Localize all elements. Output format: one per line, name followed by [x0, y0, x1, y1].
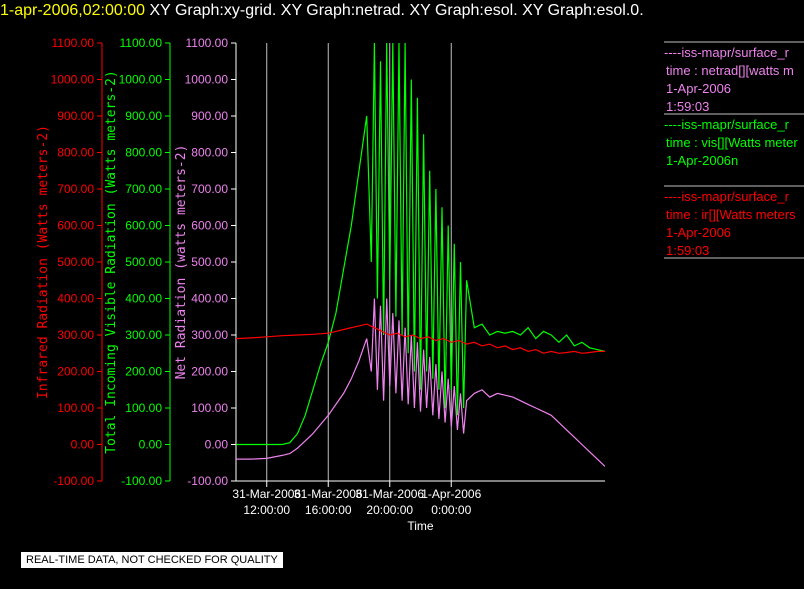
y-tick-label-ir-12: -100.00	[53, 474, 94, 488]
y-tick-label-ir-7: 400.00	[57, 292, 94, 306]
x-tick-label-time-3: 0:00:00	[431, 503, 471, 517]
y-tick-label-vis-2: 900.00	[125, 109, 162, 123]
y-tick-label-vis-4: 700.00	[125, 182, 162, 196]
x-tick-label-date-1: 31-Mar-2006	[294, 487, 363, 501]
y-tick-label-net-3: 800.00	[191, 146, 228, 160]
legend-ir-line3: 1-Apr-2006	[666, 225, 731, 240]
legend-vis-line1: ----iss-mapr/surface_r	[664, 117, 790, 132]
quality-notice: REAL-TIME DATA, NOT CHECKED FOR QUALITY	[20, 551, 284, 569]
y-tick-label-vis-9: 200.00	[125, 365, 162, 379]
legend-ir-line2: time : ir[][Watts meters	[666, 207, 796, 222]
y-tick-label-ir-2: 900.00	[57, 109, 94, 123]
legend-net-line4: 1:59:03	[666, 99, 709, 114]
y-tick-label-ir-11: 0.00	[71, 438, 95, 452]
x-tick-label-date-0: 31-Mar-2006	[232, 487, 301, 501]
y-tick-label-net-10: 100.00	[191, 401, 228, 415]
y-tick-label-net-11: 0.00	[205, 438, 229, 452]
y-tick-label-ir-8: 300.00	[57, 328, 94, 342]
y-tick-label-net-1: 1000.00	[185, 73, 229, 87]
y-tick-label-net-8: 300.00	[191, 328, 228, 342]
legend-ir-line1: ----iss-mapr/surface_r	[664, 189, 790, 204]
y-tick-label-vis-1: 1000.00	[119, 73, 163, 87]
x-axis-label: Time	[407, 519, 434, 533]
y-tick-label-net-9: 200.00	[191, 365, 228, 379]
series-line-vis	[236, 43, 605, 446]
legend-vis-line2: time : vis[][Watts meter	[666, 135, 798, 150]
x-tick-label-time-1: 16:00:00	[305, 503, 352, 517]
title-bar: 1-apr-2006,02:00:00 XY Graph:xy-grid. XY…	[0, 2, 804, 24]
y-axis-label-vis: Total Incoming Visible Radiation (Watts …	[104, 70, 119, 454]
y-tick-label-ir-1: 1000.00	[51, 73, 95, 87]
x-tick-label-time-2: 20:00:00	[366, 503, 413, 517]
y-tick-label-net-12: -100.00	[187, 474, 228, 488]
y-tick-label-ir-10: 100.00	[57, 401, 94, 415]
x-tick-label-time-0: 12:00:00	[243, 503, 290, 517]
series-line-net	[236, 298, 605, 467]
y-tick-label-net-5: 600.00	[191, 219, 228, 233]
legend-net-line1: ----iss-mapr/surface_r	[664, 45, 790, 60]
y-tick-label-vis-8: 300.00	[125, 328, 162, 342]
legend-net-line2: time : netrad[][watts m	[666, 63, 794, 78]
y-tick-label-vis-5: 600.00	[125, 219, 162, 233]
y-tick-label-net-0: 1100.00	[186, 36, 229, 50]
series-line-ir	[236, 323, 605, 354]
y-tick-label-vis-10: 100.00	[125, 401, 162, 415]
legend-ir-line4: 1:59:03	[666, 243, 709, 258]
y-tick-label-vis-12: -100.00	[121, 474, 162, 488]
legend-net-line3: 1-Apr-2006	[666, 81, 731, 96]
y-tick-label-net-7: 400.00	[191, 292, 228, 306]
y-tick-label-ir-0: 1100.00	[52, 36, 95, 50]
y-tick-label-ir-5: 600.00	[57, 219, 94, 233]
y-tick-label-ir-9: 200.00	[57, 365, 94, 379]
y-axis-label-net: Net Radiation (watts meters-2)	[174, 145, 189, 380]
y-tick-label-net-6: 500.00	[191, 255, 228, 269]
legend-vis-line3: 1-Apr-2006n	[666, 153, 738, 168]
x-tick-label-date-2: 31-Mar-2006	[355, 487, 424, 501]
y-tick-label-ir-3: 800.00	[57, 146, 94, 160]
y-tick-label-net-4: 700.00	[191, 182, 228, 196]
y-tick-label-ir-6: 500.00	[57, 255, 94, 269]
y-tick-label-ir-4: 700.00	[57, 182, 94, 196]
y-tick-label-vis-7: 400.00	[125, 292, 162, 306]
y-tick-label-vis-3: 800.00	[125, 146, 162, 160]
x-tick-label-date-3: 1-Apr-2006	[421, 487, 481, 501]
y-tick-label-vis-0: 1100.00	[120, 36, 163, 50]
y-tick-label-net-2: 900.00	[191, 109, 228, 123]
title-graphs: XY Graph:xy-grid. XY Graph:netrad. XY Gr…	[149, 2, 644, 19]
title-time: 1-apr-2006,02:00:00	[0, 2, 145, 19]
y-tick-label-vis-11: 0.00	[139, 438, 163, 452]
y-axis-label-ir: Infrared Radiation (Watts meters-2)	[36, 125, 51, 399]
y-tick-label-vis-6: 500.00	[125, 255, 162, 269]
